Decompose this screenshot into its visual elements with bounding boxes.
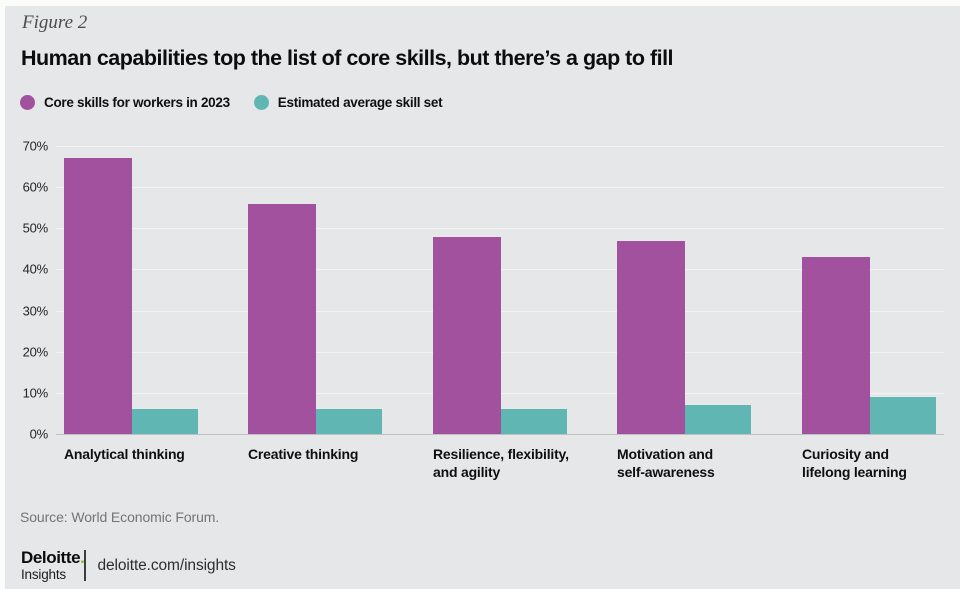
- bar-core-skills: [433, 236, 501, 434]
- legend-item-average-skill-set: Estimated average skill set: [253, 95, 443, 110]
- footer-link[interactable]: deloitte.com/insights: [97, 556, 236, 574]
- bar-average-skill-set: [501, 409, 567, 434]
- y-axis-tick: 50%: [22, 220, 49, 236]
- category-label: Analytical thinking: [64, 446, 185, 462]
- gridline: [56, 187, 944, 189]
- y-axis-tick: 70%: [22, 138, 49, 154]
- brand-subtitle: Insights: [21, 567, 66, 582]
- chart-title: Human capabilities top the list of core …: [21, 46, 674, 70]
- bar-core-skills: [248, 203, 316, 434]
- category-label: Motivation and self-awareness: [617, 446, 715, 481]
- bar-average-skill-set: [132, 409, 198, 434]
- bar-average-skill-set: [316, 409, 382, 434]
- category-label: Curiosity and lifelong learning: [802, 446, 907, 481]
- bar-core-skills: [617, 240, 685, 434]
- y-axis-tick: 30%: [22, 303, 49, 319]
- category-label: Resilience, flexibility, and agility: [433, 446, 569, 481]
- y-axis-tick: 20%: [22, 344, 49, 360]
- y-axis-tick: 0%: [29, 426, 49, 442]
- legend-dot-average-skill-set-icon: [253, 95, 269, 110]
- bar-average-skill-set: [870, 396, 936, 434]
- figure-label: Figure 2: [22, 12, 88, 33]
- gridline: [56, 228, 944, 230]
- legend-dot-core-skills-icon: [20, 95, 35, 110]
- bar-core-skills: [64, 158, 132, 434]
- deloitte-insights-logo: Deloitte. Insights: [21, 548, 85, 583]
- y-axis-tick: 10%: [22, 385, 49, 401]
- legend-label-core-skills: Core skills for workers in 2023: [44, 95, 230, 110]
- category-label: Creative thinking: [248, 446, 359, 462]
- gridline: [56, 146, 944, 147]
- legend-item-core-skills: Core skills for workers in 2023: [20, 95, 230, 110]
- brand-green-dot-icon: .: [80, 548, 85, 567]
- legend-label-average-skill-set: Estimated average skill set: [277, 95, 443, 110]
- footer: Deloitte. Insights deloitte.com/insights: [21, 549, 236, 583]
- chart-legend: Core skills for workers in 2023 Estimate…: [20, 95, 443, 110]
- bar-chart: 70% 60% 50% 40% 30% 20% 10% 0% Analytical thinki…: [0, 139, 960, 496]
- y-axis-tick: 40%: [22, 261, 49, 277]
- source-note: Source: World Economic Forum.: [20, 509, 220, 525]
- bar-core-skills: [802, 257, 870, 434]
- bar-average-skill-set: [685, 405, 751, 434]
- y-axis-tick: 60%: [22, 179, 49, 195]
- footer-divider: [84, 550, 86, 581]
- brand-text: Deloitte: [21, 548, 81, 567]
- x-axis-baseline: [56, 434, 944, 435]
- brand-name: Deloitte.: [21, 548, 85, 567]
